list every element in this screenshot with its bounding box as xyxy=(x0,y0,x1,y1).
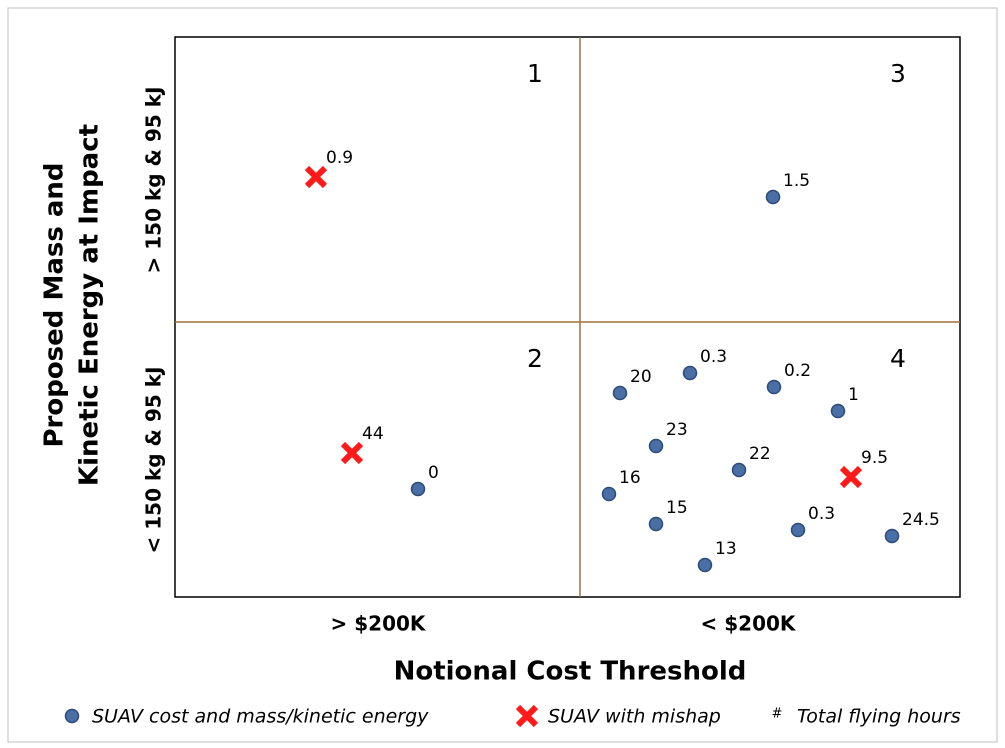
legend-label: Total flying hours xyxy=(797,706,961,728)
legend-label: SUAV cost and mass/kinetic energy xyxy=(92,706,429,728)
point-label: 44 xyxy=(362,424,384,444)
point-label: 1 xyxy=(848,385,859,405)
suav-marker xyxy=(790,522,806,538)
mishap-marker xyxy=(340,441,364,465)
quadrant-number: 1 xyxy=(527,59,543,88)
suav-marker xyxy=(731,462,747,478)
point-label: 13 xyxy=(715,539,737,559)
point-label: 0.9 xyxy=(326,148,353,168)
x-axis-title: Notional Cost Threshold xyxy=(394,657,747,687)
suav-marker xyxy=(884,528,900,544)
suav-marker xyxy=(830,403,846,419)
point-label: 0.3 xyxy=(808,504,835,524)
y-category-label: < 150 kg & 95 kJ xyxy=(142,367,166,554)
suav-marker xyxy=(765,189,781,205)
point-label: 20 xyxy=(630,367,652,387)
quadrant-number: 3 xyxy=(890,59,906,88)
x-category-label: > $200K xyxy=(331,612,427,636)
legend-symbol xyxy=(64,708,80,724)
frame xyxy=(7,7,998,743)
mishap-marker xyxy=(839,465,863,489)
legend-symbol xyxy=(515,704,539,728)
point-label: 0.3 xyxy=(700,347,727,367)
point-label: 0 xyxy=(428,463,439,483)
point-label: 24.5 xyxy=(902,510,940,530)
legend-symbol: # xyxy=(772,707,783,722)
mishap-marker xyxy=(304,165,328,189)
plot-area xyxy=(174,36,961,598)
suav-marker xyxy=(697,557,713,573)
x-category-label: < $200K xyxy=(701,612,797,636)
suav-marker xyxy=(601,486,617,502)
point-label: 15 xyxy=(666,498,688,518)
points: 0.9 1.5 44 0 20 0.3 0.2 1 23 22 9.5 16 15 0.3 24.5 13 xyxy=(304,148,940,573)
suav-marker xyxy=(648,438,664,454)
suav-marker xyxy=(682,365,698,381)
y-axis-title: Proposed Mass and xyxy=(40,162,70,447)
point-label: 16 xyxy=(619,468,641,488)
suav-marker xyxy=(612,385,628,401)
y-category-label: > 150 kg & 95 kJ xyxy=(142,87,166,274)
quadrant-number: 2 xyxy=(527,344,543,373)
point-label: 23 xyxy=(666,420,688,440)
quadrant-number: 4 xyxy=(890,344,906,373)
y-axis-title: Kinetic Energy at Impact xyxy=(75,124,105,486)
suav-marker xyxy=(410,481,426,497)
point-label: 9.5 xyxy=(861,448,888,468)
suav-marker xyxy=(766,379,782,395)
point-label: 22 xyxy=(749,444,771,464)
suav-marker xyxy=(648,516,664,532)
point-label: 0.2 xyxy=(784,361,811,381)
legend-label: SUAV with mishap xyxy=(548,706,721,728)
point-label: 1.5 xyxy=(783,171,810,191)
